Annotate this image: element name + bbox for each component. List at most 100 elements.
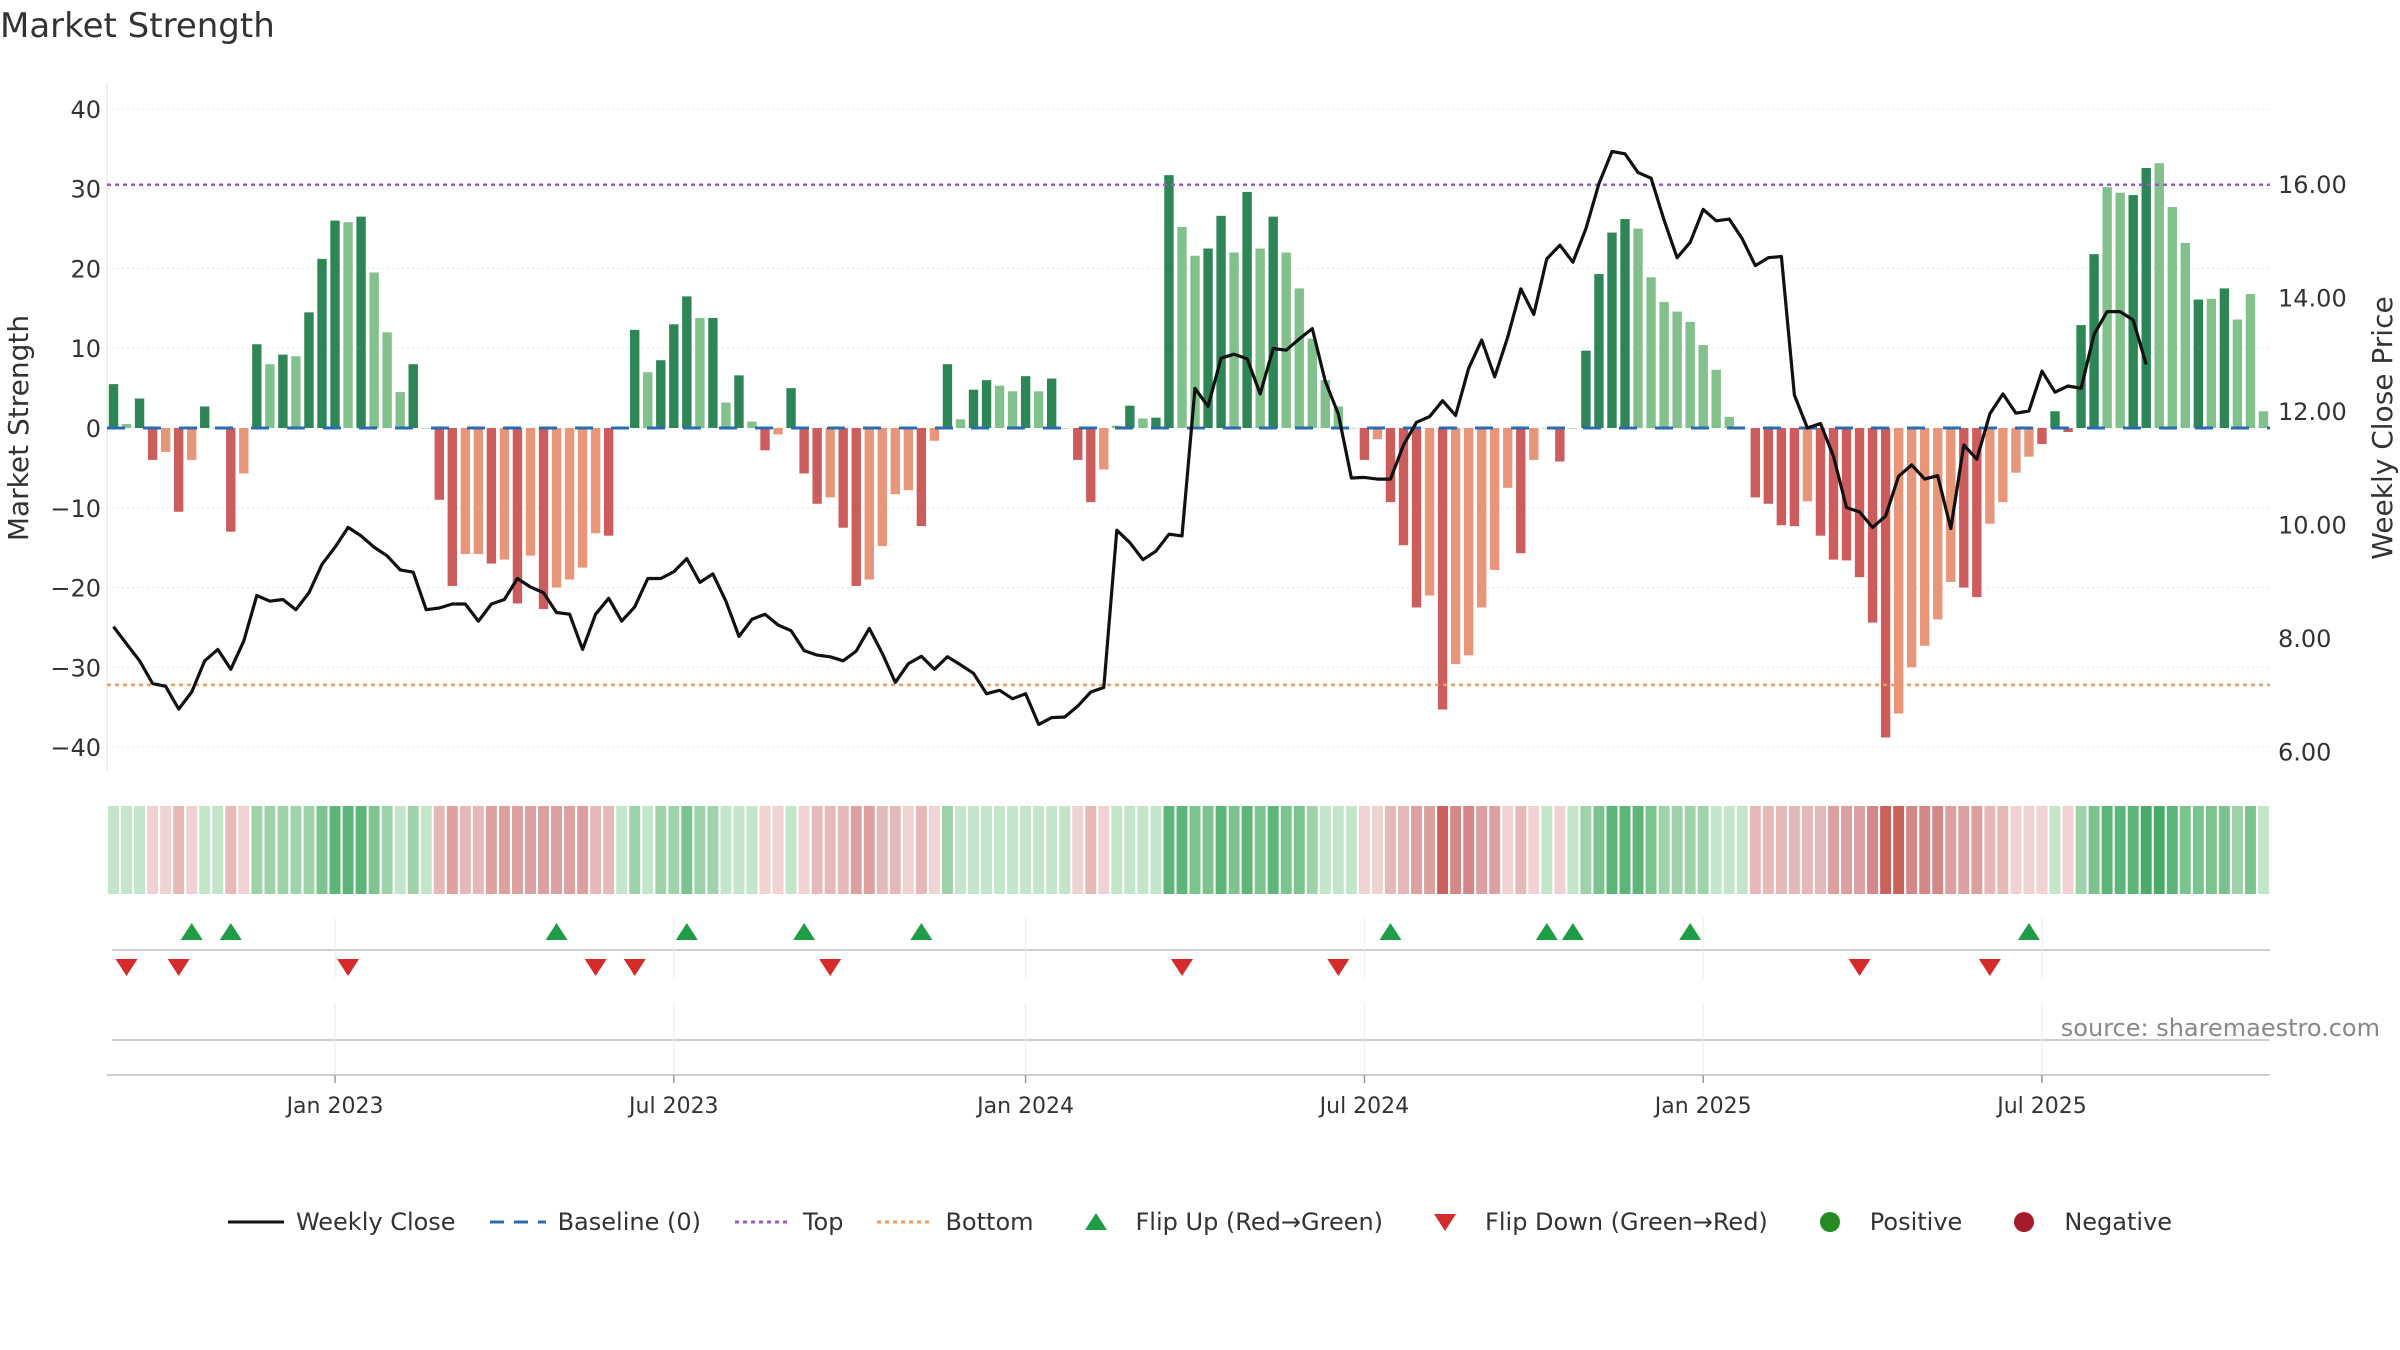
strength-bar-negative	[1359, 428, 1370, 460]
strength-bar-positive	[643, 372, 653, 428]
heat-cell	[1189, 806, 1201, 894]
heat-cell	[1163, 806, 1175, 894]
heat-cell	[1085, 806, 1097, 894]
heat-cell	[2036, 806, 2048, 894]
strength-bar-positive	[1594, 274, 1604, 428]
strength-bar-positive	[1229, 252, 1239, 428]
strength-bar-positive	[121, 424, 132, 428]
heat-cell	[368, 806, 380, 894]
legend-item-top: Top	[734, 1208, 844, 1236]
flip-up-marker	[793, 923, 816, 940]
heat-cell	[1788, 806, 1800, 894]
y-tick-label: −10	[50, 495, 101, 523]
heat-cell	[902, 806, 914, 894]
strength-bar-positive	[1568, 428, 1578, 429]
legend-label: Top	[802, 1208, 844, 1236]
heat-cell	[955, 806, 966, 894]
heat-cell	[1476, 806, 1488, 894]
heat-cell	[1489, 806, 1501, 894]
strength-bar-negative	[1933, 428, 1943, 620]
strength-bar-negative	[1099, 428, 1109, 470]
strength-bar-positive	[1698, 345, 1708, 428]
strength-bar-positive	[1620, 219, 1630, 428]
y-tick-label: 0	[86, 415, 101, 443]
strength-bar-positive	[2219, 288, 2230, 428]
strength-bar-positive	[2206, 298, 2217, 428]
flip-up-marker	[910, 923, 933, 940]
heat-cell	[316, 806, 328, 894]
flip-up-marker	[2017, 923, 2040, 940]
weekly-close-legend-swatch	[227, 1220, 284, 1224]
legend-item-flip-down: Flip Down (Green→Red)	[1417, 1208, 1768, 1236]
heat-cell	[1202, 806, 1214, 894]
heat-cell	[798, 806, 810, 894]
heat-cell	[759, 806, 771, 894]
strength-bar-negative	[903, 428, 914, 491]
heat-cell	[355, 806, 367, 894]
strength-bar-positive	[2258, 411, 2269, 428]
heat-cell	[459, 806, 471, 894]
strength-bar-negative	[160, 428, 171, 452]
strength-bar-negative	[2011, 428, 2021, 473]
strength-bar-negative	[551, 428, 562, 588]
heat-cell	[1671, 806, 1683, 894]
strength-bar-positive	[408, 364, 418, 428]
heat-cell	[1593, 806, 1605, 894]
strength-bar-positive	[669, 324, 679, 428]
strength-bar-positive	[1268, 216, 1278, 428]
heat-cell	[1345, 806, 1357, 894]
strength-bar-positive	[356, 216, 366, 428]
strength-bar-negative	[499, 428, 510, 560]
heat-cell	[577, 806, 589, 894]
flip-up-marker	[1535, 923, 1558, 940]
strength-bar-positive	[2050, 411, 2060, 428]
strength-bar-positive	[747, 421, 757, 428]
heat-cell	[2258, 806, 2269, 894]
strength-bar-positive	[317, 258, 327, 428]
heat-cell	[994, 806, 1006, 894]
strength-bar-negative	[460, 428, 471, 555]
legend-label: Baseline (0)	[557, 1208, 701, 1236]
heat-cell	[381, 806, 393, 894]
heat-cell	[1893, 806, 1905, 894]
strength-bar-positive	[304, 312, 314, 428]
strength-bar-negative	[1920, 428, 1930, 646]
date-tick-label: Jul 2023	[627, 1094, 719, 1119]
date-tick-label: Jul 2024	[1318, 1094, 1410, 1119]
heat-cell	[1528, 806, 1540, 894]
flip-down-marker	[337, 959, 360, 976]
strength-bar-positive	[1164, 175, 1174, 428]
heat-cell	[1411, 806, 1422, 894]
strength-bar-negative	[447, 428, 457, 586]
strength-bar-positive	[2141, 167, 2151, 428]
heat-cell	[1020, 806, 1032, 894]
strength-bar-positive	[1190, 255, 1200, 428]
heat-cell	[1371, 806, 1383, 894]
legend-label: Flip Down (Green→Red)	[1485, 1208, 1768, 1236]
strength-bar-positive	[708, 317, 718, 428]
strength-bar-positive	[734, 375, 744, 428]
strength-bar-positive	[1020, 376, 1031, 428]
flip-down-legend-swatch	[1434, 1214, 1457, 1231]
heat-cell	[108, 806, 119, 894]
strength-bar-negative	[525, 428, 536, 556]
strength-bar-negative	[916, 428, 927, 527]
strength-bar-negative	[1529, 428, 1539, 460]
strength-bar-positive	[1320, 380, 1331, 428]
legend-label: Weekly Close	[295, 1208, 456, 1236]
legend-label: Flip Up (Red→Green)	[1135, 1208, 1384, 1236]
strength-bar-positive	[695, 317, 705, 428]
strength-bar-negative	[929, 428, 940, 441]
heat-cell	[1280, 806, 1292, 894]
heat-cell	[2140, 806, 2152, 894]
flip-down-marker	[1978, 959, 2001, 976]
strength-bar-negative	[1463, 428, 1474, 656]
strength-bar-negative	[512, 428, 523, 604]
heat-cell	[1880, 806, 1892, 894]
y-tick-label: −20	[50, 575, 101, 603]
strength-bar-negative	[173, 428, 184, 512]
strength-bar-negative	[851, 428, 861, 586]
strength-bar-positive	[1646, 277, 1656, 428]
strength-bar-positive	[1007, 391, 1018, 428]
